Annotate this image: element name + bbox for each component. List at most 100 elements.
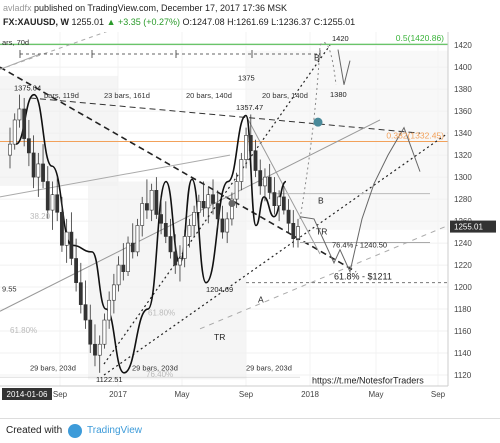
y-tick-label: 1220 xyxy=(454,261,472,270)
price-point-label: 1357.47 xyxy=(236,103,263,112)
y-tick-label: 1380 xyxy=(454,85,472,94)
candle-body xyxy=(149,190,154,211)
candle-body xyxy=(31,152,36,178)
candle-body xyxy=(286,209,291,224)
price-axis[interactable]: 1120114011601180120012201240126012801300… xyxy=(447,32,500,402)
y-tick-label: 1360 xyxy=(454,107,472,116)
bar-count-label-top: ars, 70d xyxy=(2,38,29,47)
pivot-dot-small xyxy=(228,200,236,208)
x-tick-label: May xyxy=(368,390,383,399)
candle-body xyxy=(187,225,192,237)
candle-body xyxy=(182,236,187,259)
bar-count-label: 20 bars, 140d xyxy=(186,91,232,100)
x-tick-label: Sep xyxy=(53,390,68,399)
candle-body xyxy=(230,198,234,220)
candle-body xyxy=(267,176,272,193)
tradingview-logo-icon[interactable] xyxy=(68,424,82,438)
bar-count-label: 29 bars, 203d xyxy=(132,364,178,373)
candle-body xyxy=(69,231,74,259)
candle-body xyxy=(196,201,201,213)
symbol-info: FX:XAUUSD, W 1255.01 ▲ +3.35 (+0.27%) O:… xyxy=(3,17,355,27)
candle-body xyxy=(281,196,286,211)
bar-count-label: 29 bars, 203d xyxy=(30,364,76,373)
publish-info: avladfx published on TradingView.com, De… xyxy=(3,3,287,13)
candle-body xyxy=(234,181,239,200)
candle-body xyxy=(220,218,225,233)
candle-body xyxy=(55,194,60,213)
candle-body xyxy=(263,176,267,187)
wave-label: TR xyxy=(214,332,225,342)
y-tick-label: 1180 xyxy=(454,305,472,314)
x-tick-label: 2018 xyxy=(301,390,319,399)
candle-body xyxy=(159,214,163,224)
candle-body xyxy=(225,218,230,233)
ohlc-values: O:1247.08 H:1261.69 L:1236.37 C:1255.01 xyxy=(182,17,356,27)
bar-count-label: 23 bars, 161d xyxy=(104,91,150,100)
lower-solid-channel xyxy=(0,119,381,312)
y-tick-label: 1280 xyxy=(454,195,472,204)
bar-count-label: 20 bars, 140d xyxy=(262,91,308,100)
fib-percent-label: 38.20 xyxy=(30,212,51,221)
price-point-label: 1375 xyxy=(238,74,255,83)
candle-body xyxy=(102,319,107,345)
candle-body xyxy=(130,242,135,253)
price-chart[interactable]: 0.5(1420.86) 0.382(1332.45) 1375.04 1357.47… xyxy=(0,32,500,418)
date-cursor-label: 2014-01-06 xyxy=(7,390,48,399)
candle-body xyxy=(45,181,50,211)
candle-body xyxy=(201,201,206,209)
fib-percent-label: 61.80% xyxy=(148,309,175,318)
candle-body xyxy=(22,108,27,139)
candle-body xyxy=(277,196,282,207)
price-point-label: 1420 xyxy=(332,34,349,43)
bar-count-label: 29 bars, 203d xyxy=(246,364,292,373)
y-tick-label: 1340 xyxy=(454,129,472,138)
tradingview-link[interactable]: TradingView xyxy=(87,425,143,436)
chart-header: avladfx published on TradingView.com, De… xyxy=(0,0,500,32)
published-text: published on TradingView.com, December 1… xyxy=(34,3,288,13)
y-tick-label: 1200 xyxy=(454,283,472,292)
candle-body xyxy=(244,135,248,160)
candle-body xyxy=(60,211,64,246)
x-tick-label: Sep xyxy=(431,390,446,399)
candle-body xyxy=(116,264,121,286)
shade-left-range xyxy=(0,75,118,186)
projected-dotted-curve xyxy=(299,42,337,219)
annotations: 0.5(1420.86) 0.382(1332.45) 1375.04 1357.47… xyxy=(2,33,444,385)
y-tick-label: 1240 xyxy=(454,239,472,248)
symbol-name: FX:XAUUSD, W xyxy=(3,17,69,27)
fan-line-top-2 xyxy=(0,53,41,70)
last-price: 1255.01 xyxy=(71,17,105,27)
time-axis[interactable]: Sep 2017 May Sep 2018 May Sep 2014-01-06 xyxy=(0,385,448,400)
candle-body xyxy=(74,258,78,283)
candle-body xyxy=(41,163,45,182)
candle-body xyxy=(211,194,215,204)
wave-label: TR xyxy=(316,226,327,236)
candle-body xyxy=(253,150,258,171)
candle-body xyxy=(26,138,31,154)
candle-body xyxy=(140,203,145,226)
candle-body xyxy=(78,282,83,305)
candle-body xyxy=(135,225,140,253)
candle-body xyxy=(215,203,220,220)
price-stub-label: 9.55 xyxy=(2,284,17,293)
fib-level-label: 0.5(1420.86) xyxy=(396,33,444,43)
wave-label: A xyxy=(258,294,264,304)
upper-dash-line xyxy=(29,97,421,134)
watermark-url: https://t.me/NotesforTraders xyxy=(312,375,424,385)
wave-label: B xyxy=(318,196,324,206)
candle-body xyxy=(111,284,116,301)
projected-small-peak xyxy=(337,49,351,85)
price-axis-background xyxy=(448,32,500,402)
x-tick-label: 2017 xyxy=(109,390,127,399)
y-tick-label: 1400 xyxy=(454,63,472,72)
candle-body xyxy=(145,203,149,211)
y-tick-label: 1120 xyxy=(454,371,472,380)
target-label: 61.8% - $1211 xyxy=(334,271,392,281)
price-point-label: 1375.04 xyxy=(14,84,41,93)
candle-body xyxy=(192,211,197,226)
author-name[interactable]: avladfx xyxy=(3,3,32,13)
trend-lines xyxy=(0,32,449,378)
date-cursor-badge xyxy=(2,388,52,400)
candle-body xyxy=(168,236,173,253)
